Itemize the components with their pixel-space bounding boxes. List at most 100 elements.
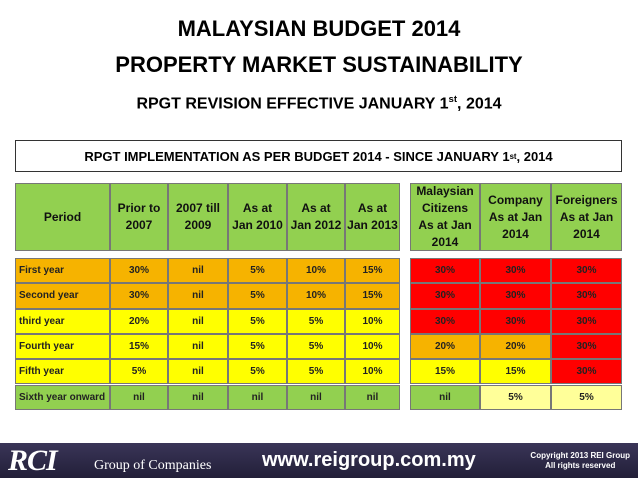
table-cell: nil: [168, 308, 228, 334]
table-cell: 30%: [410, 308, 480, 334]
table-cell: 5%: [480, 384, 551, 410]
subtitle-text: , 2014: [457, 95, 502, 113]
table-cell: First year: [15, 258, 110, 284]
table-cell: 15%: [345, 283, 400, 309]
table-cell: 30%: [551, 283, 622, 309]
header-line: 2014: [573, 226, 600, 241]
table-cell: 15%: [345, 258, 400, 284]
table-cell: 5%: [228, 258, 287, 284]
table-cell: nil: [168, 283, 228, 309]
header-line: Period: [43, 209, 82, 224]
header-line: Jan 2013: [347, 218, 398, 232]
table-cell: 20%: [410, 333, 480, 360]
table-cell: 10%: [345, 333, 400, 360]
table-cell: 30%: [551, 258, 622, 284]
table-cell: 5%: [228, 359, 287, 385]
subtitle-text: RPGT REVISION EFFECTIVE JANUARY 1: [136, 95, 449, 113]
table-cell: nil: [345, 384, 400, 410]
table-cell: third year: [15, 308, 110, 334]
table-cell: nil: [410, 384, 480, 410]
table-cell: 15%: [480, 359, 551, 385]
subtitle: RPGT REVISION EFFECTIVE JANUARY 1st, 201…: [0, 94, 638, 113]
header-cell: Malaysian Citizens As at Jan 2014: [410, 183, 480, 251]
header-cell: As at Jan 2012: [287, 183, 345, 251]
banner-text: RPGT IMPLEMENTATION AS PER BUDGET 2014 -…: [84, 148, 510, 164]
table-cell: 30%: [480, 258, 551, 284]
header-line: As at: [357, 201, 388, 215]
table-cell: Fourth year: [15, 333, 110, 360]
table-cell: 10%: [345, 359, 400, 385]
table-cell: Sixth year onward: [15, 384, 110, 410]
header-line: Malaysian: [416, 184, 474, 198]
copyright-line: Copyright 2013 REI Group: [530, 451, 630, 460]
table-cell: 30%: [410, 283, 480, 309]
table-cell: 5%: [551, 384, 622, 410]
header-cell: Period: [15, 183, 110, 251]
table-cell: 5%: [228, 308, 287, 334]
table-cell: 5%: [228, 333, 287, 360]
header-cell: 2007 till 2009: [168, 183, 228, 251]
title: PROPERTY MARKET SUSTAINABILITY: [115, 52, 523, 77]
table-cell: 30%: [410, 258, 480, 284]
table-cell: nil: [228, 384, 287, 410]
table-cell: nil: [110, 384, 168, 410]
table-cell: 15%: [410, 359, 480, 385]
table-cell: 5%: [287, 333, 345, 360]
table-cell: 10%: [345, 308, 400, 334]
table-cell: Second year: [15, 283, 110, 309]
header-line: Company: [488, 192, 543, 207]
banner: RPGT IMPLEMENTATION AS PER BUDGET 2014 -…: [15, 140, 622, 172]
table-cell: nil: [287, 384, 345, 410]
header-line: 2014: [431, 235, 459, 249]
table-cell: 10%: [287, 283, 345, 309]
table-cell: nil: [168, 359, 228, 385]
header-line: Prior to: [117, 201, 161, 215]
header-line: Jan 2010: [232, 218, 283, 232]
header-cell: Prior to 2007: [110, 183, 168, 251]
header-cell: Company As at Jan 2014: [480, 183, 551, 251]
title: MALAYSIAN BUDGET 2014: [177, 16, 461, 41]
table-cell: 30%: [110, 283, 168, 309]
header-line: As at Jan: [488, 209, 543, 224]
header-line: 2007: [125, 218, 153, 232]
header-line: 2007 till: [175, 201, 221, 215]
table-cell: 20%: [480, 333, 551, 360]
header-line: Foreigners: [555, 192, 618, 207]
superscript: st: [448, 94, 458, 105]
header-line: Jan 2012: [290, 218, 342, 232]
table-cell: nil: [168, 258, 228, 284]
header-line: As at: [301, 201, 331, 215]
table-cell: 5%: [228, 283, 287, 309]
table-cell: 10%: [287, 258, 345, 284]
header-cell: As at Jan 2010: [228, 183, 287, 251]
header-cell: Foreigners As at Jan 2014: [551, 183, 622, 251]
header-line: As at: [242, 201, 273, 215]
table-cell: 20%: [110, 308, 168, 334]
header-line: 2014: [502, 226, 529, 241]
table-cell: Fifth year: [15, 359, 110, 385]
table-cell: 5%: [287, 308, 345, 334]
banner-text: , 2014: [516, 148, 553, 164]
copyright: Copyright 2013 REI Group All rights reser…: [530, 451, 630, 471]
group-name: Group of Companies: [94, 458, 212, 473]
footer: RCI Group of Companies www.reigroup.com.…: [0, 443, 638, 478]
table-cell: nil: [168, 384, 228, 410]
logo: RCI: [8, 444, 58, 477]
table-cell: 5%: [287, 359, 345, 385]
header-line: Citizens: [421, 201, 468, 215]
header-cell: As at Jan 2013: [345, 183, 400, 251]
table-cell: 30%: [551, 333, 622, 360]
table-cell: 30%: [110, 258, 168, 284]
table-cell: 5%: [110, 359, 168, 385]
url: www.reigroup.com.my: [262, 449, 476, 471]
table-cell: 30%: [551, 359, 622, 385]
copyright-line: All rights reserved: [545, 461, 616, 470]
table-cell: 30%: [480, 283, 551, 309]
table-cell: 30%: [480, 308, 551, 334]
table-cell: 15%: [110, 333, 168, 360]
header-line: 2009: [184, 218, 212, 232]
superscript: st: [509, 151, 517, 161]
header-line: As at Jan: [418, 218, 472, 232]
header-line: As at Jan: [559, 209, 614, 224]
